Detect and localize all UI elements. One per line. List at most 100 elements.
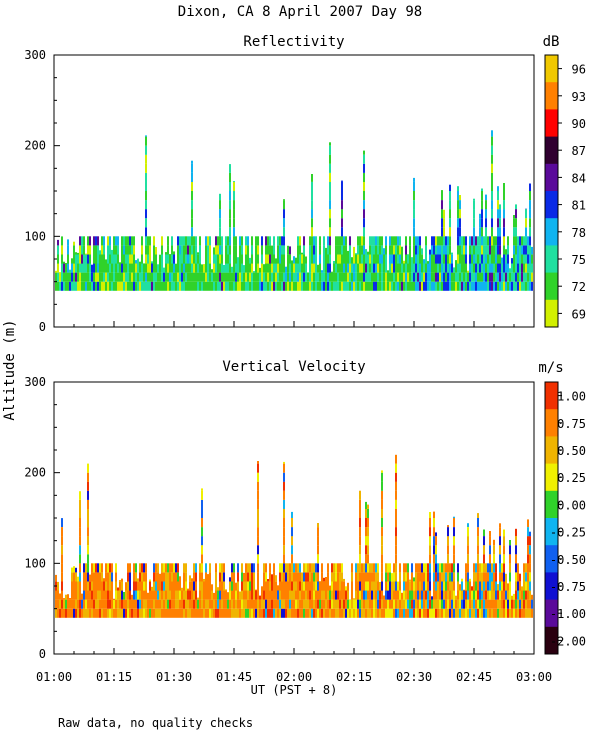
- data-cell: [231, 572, 233, 581]
- data-cell: [439, 273, 441, 282]
- data-cell: [435, 532, 437, 536]
- data-cell: [453, 582, 455, 591]
- data-cell: [457, 264, 459, 273]
- data-cell: [191, 264, 193, 273]
- data-cell: [139, 609, 141, 618]
- data-cell: [179, 255, 181, 264]
- data-cell: [317, 527, 319, 536]
- data-cell: [105, 282, 107, 291]
- data-cell: [157, 591, 159, 600]
- data-cell: [297, 600, 299, 609]
- data-cell: [165, 591, 167, 600]
- data-cell: [477, 255, 479, 264]
- data-cell: [69, 282, 71, 291]
- data-cell: [333, 609, 335, 618]
- data-cell: [317, 563, 319, 572]
- data-cell: [513, 227, 515, 236]
- data-cell: [137, 264, 139, 273]
- data-cell: [267, 273, 269, 282]
- data-cell: [103, 591, 105, 600]
- data-cell: [467, 582, 469, 591]
- data-cell: [411, 582, 413, 591]
- data-cell: [473, 600, 475, 609]
- data-cell: [205, 609, 207, 618]
- data-cell: [393, 572, 395, 581]
- data-cell: [83, 282, 85, 291]
- data-cell: [389, 591, 391, 600]
- data-cell: [217, 600, 219, 609]
- data-cell: [515, 529, 517, 536]
- data-cell: [491, 155, 493, 164]
- data-cell: [339, 255, 341, 264]
- data-cell: [241, 563, 243, 572]
- data-cell: [267, 264, 269, 273]
- data-cell: [175, 264, 177, 273]
- data-cell: [513, 609, 515, 618]
- data-cell: [315, 572, 317, 581]
- data-cell: [201, 600, 203, 609]
- data-cell: [149, 236, 151, 245]
- data-cell: [145, 200, 147, 209]
- data-cell: [365, 582, 367, 591]
- data-cell: [323, 591, 325, 600]
- data-cell: [303, 236, 305, 245]
- data-cell: [329, 600, 331, 609]
- data-cell: [471, 236, 473, 245]
- data-cell: [303, 282, 305, 291]
- data-cell: [129, 609, 131, 618]
- data-cell: [169, 582, 171, 591]
- data-cell: [423, 572, 425, 581]
- data-cell: [453, 545, 455, 554]
- data-cell: [359, 282, 361, 291]
- data-cell: [365, 572, 367, 581]
- data-cell: [413, 591, 415, 600]
- data-cell: [389, 572, 391, 581]
- data-cell: [467, 600, 469, 609]
- data-cell: [407, 282, 409, 291]
- data-cell: [341, 209, 343, 218]
- data-cell: [417, 572, 419, 581]
- data-cell: [525, 209, 527, 218]
- data-cell: [131, 273, 133, 282]
- data-cell: [377, 600, 379, 609]
- data-cell: [219, 245, 221, 254]
- data-cell: [515, 591, 517, 600]
- data-cell: [439, 600, 441, 609]
- data-cell: [387, 273, 389, 282]
- data-cell: [367, 264, 369, 273]
- data-cell: [379, 245, 381, 254]
- data-cell: [129, 255, 131, 264]
- data-cell: [77, 264, 79, 273]
- data-cell: [65, 264, 67, 273]
- data-cell: [529, 200, 531, 209]
- data-cell: [427, 273, 429, 282]
- data-cell: [247, 255, 249, 264]
- data-cell: [103, 582, 105, 591]
- data-cell: [277, 236, 279, 245]
- data-cell: [337, 264, 339, 273]
- data-cell: [67, 255, 69, 264]
- data-cell: [349, 255, 351, 264]
- data-cell: [253, 273, 255, 282]
- data-cell: [67, 282, 69, 291]
- data-cell: [219, 600, 221, 609]
- data-cell: [429, 512, 431, 518]
- data-cell: [527, 609, 529, 618]
- data-cell: [299, 245, 301, 254]
- data-cell: [221, 609, 223, 618]
- data-cell: [405, 591, 407, 600]
- data-cell: [247, 273, 249, 282]
- data-cell: [509, 563, 511, 572]
- data-cell: [377, 582, 379, 591]
- data-cell: [485, 572, 487, 581]
- data-cell: [201, 536, 203, 545]
- data-cell: [271, 609, 273, 618]
- data-cell: [405, 264, 407, 273]
- data-cell: [267, 255, 269, 264]
- data-cell: [311, 591, 313, 600]
- data-cell: [465, 591, 467, 600]
- data-cell: [459, 195, 461, 200]
- data-cell: [191, 164, 193, 173]
- data-cell: [307, 563, 309, 572]
- data-cell: [499, 273, 501, 282]
